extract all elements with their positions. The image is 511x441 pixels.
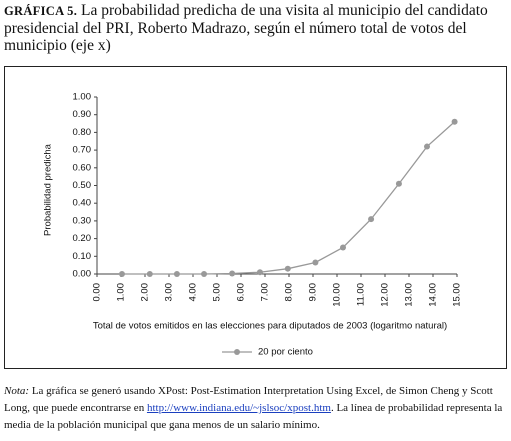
y-tick-label: 0.70	[73, 145, 92, 156]
point	[146, 271, 153, 277]
point	[256, 269, 263, 276]
series-line	[121, 121, 456, 275]
y-tick-label: 0.10	[73, 251, 92, 262]
note-label: Nota:	[4, 385, 30, 397]
legend-label: 20 por ciento	[258, 347, 313, 358]
x-tick-label: 0.00	[92, 283, 103, 302]
x-tick-label: 3.00	[164, 283, 175, 302]
x-tick-label: 6.00	[236, 283, 247, 302]
note-text: . La línea de probabilidad representa la…	[4, 402, 503, 431]
point	[424, 143, 430, 150]
point	[201, 271, 208, 277]
point	[284, 265, 291, 272]
caption-label: GRÁFICA 5.	[4, 4, 78, 18]
point	[451, 118, 458, 125]
y-tick-label: 1.00	[73, 92, 92, 103]
x-tick-label: 5.00	[212, 283, 223, 302]
note-text: La gráfica se generó usando XPost: Post-…	[4, 385, 493, 414]
y-axis-label: Probabilidad predicha	[43, 143, 54, 236]
y-tick-label: 0.20	[73, 233, 92, 244]
x-tick-label: 8.00	[284, 283, 295, 302]
x-tick-label: 14.00	[428, 283, 439, 307]
x-tick-label: 7.00	[260, 283, 271, 302]
chart-title: La probabilidad predicha de una visita a…	[4, 2, 488, 54]
y-tick-label: 0.90	[73, 109, 92, 120]
x-tick-label: 12.00	[380, 283, 391, 307]
y-tick-label: 0.40	[73, 198, 92, 209]
chart-frame	[4, 66, 507, 369]
note: Nota: La gráfica se generó usando XPost:…	[4, 383, 509, 434]
x-tick-label: 11.00	[356, 283, 367, 306]
y-tick-label: 0.60	[73, 162, 92, 173]
y-tick-label: 0.50	[73, 180, 92, 191]
point	[368, 216, 375, 223]
caption: GRÁFICA 5. La probabilidad predicha de u…	[4, 2, 509, 54]
x-tick-label: 1.00	[116, 283, 127, 302]
y-tick-label: 0.00	[73, 269, 92, 280]
y-tick-label: 0.30	[73, 215, 92, 226]
note-link[interactable]: http://www.indiana.edu/~jslsoc/xpost.htm	[146, 402, 331, 414]
point	[229, 270, 236, 277]
x-tick-label: 4.00	[188, 283, 199, 302]
legend-marker	[234, 349, 240, 355]
point	[118, 271, 125, 277]
y-tick-label: 0.80	[73, 127, 92, 138]
point	[173, 271, 180, 277]
x-axis-label: Total de votos emitidos en las eleccione…	[93, 321, 447, 332]
x-tick-label: 10.00	[332, 283, 343, 307]
x-tick-label: 2.00	[140, 283, 151, 302]
x-tick-label: 9.00	[308, 283, 319, 302]
x-tick-label: 13.00	[404, 283, 415, 307]
x-tick-label: 15.00	[452, 283, 463, 307]
point	[312, 259, 319, 266]
point	[395, 180, 402, 187]
point	[340, 244, 346, 251]
